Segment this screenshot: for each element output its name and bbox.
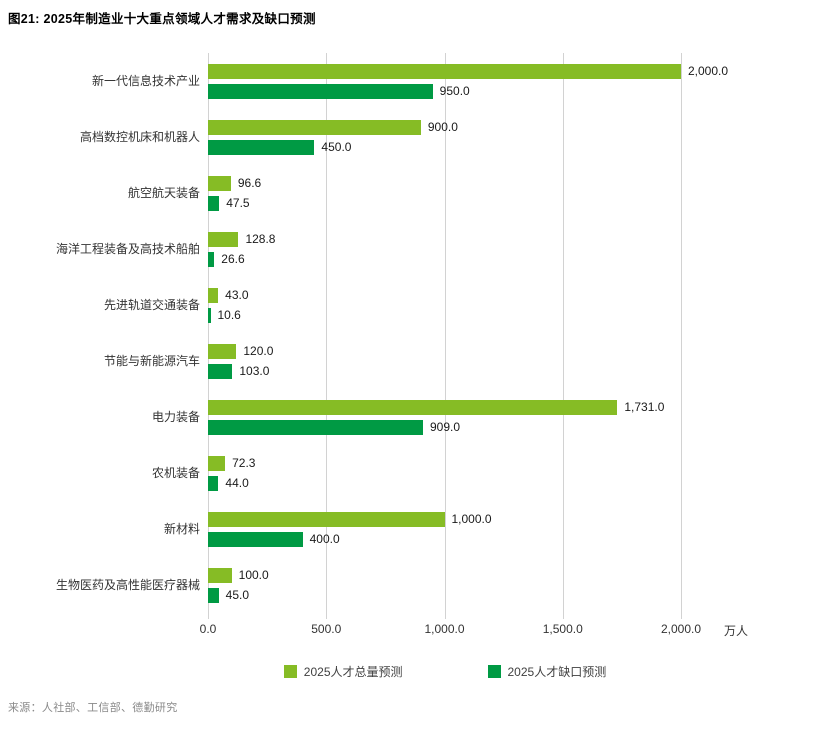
legend-label: 2025人才缺口预测	[507, 665, 607, 679]
bar-group: 高档数控机床和机器人 900.0 450.0	[0, 109, 826, 165]
bar-chart: 新一代信息技术产业 2,000.0 950.0 高档数控机床和机器人 900.0 450.…	[0, 53, 826, 638]
bar-rows: 新一代信息技术产业 2,000.0 950.0 高档数控机床和机器人 900.0 450.…	[0, 53, 826, 613]
x-tick-label: 1,000.0	[424, 622, 465, 636]
value-label: 2,000.0	[688, 64, 729, 78]
x-tick-label: 2,000.0	[660, 622, 702, 636]
bar-group: 航空航天装备 96.6 47.5	[0, 165, 826, 221]
bar-pair: 72.3 44.0	[208, 445, 826, 501]
value-label: 100.0	[238, 568, 269, 582]
category-label: 新一代信息技术产业	[91, 73, 200, 88]
legend-item-total: 2025人才总量预测	[283, 663, 403, 680]
value-label: 47.5	[226, 196, 250, 210]
value-label: 120.0	[243, 344, 274, 358]
plot-area: 新一代信息技术产业 2,000.0 950.0 高档数控机床和机器人 900.0 450.…	[0, 53, 826, 619]
bar-group: 农机装备 72.3 44.0	[0, 445, 826, 501]
bar-pair: 128.8 26.6	[208, 221, 826, 277]
total-bar	[208, 176, 231, 191]
value-label: 103.0	[239, 364, 270, 378]
value-label: 1,731.0	[624, 400, 665, 414]
x-axis: 万人 0.0 500.0 1,000.0 1,500.0 2,000.0	[200, 613, 826, 638]
value-label: 45.0	[225, 588, 249, 602]
chart-title: 图21: 2025年制造业十大重点领域人才需求及缺口预测	[8, 12, 316, 26]
bar-pair: 43.0 10.6	[208, 277, 826, 333]
bar-group: 先进轨道交通装备 43.0 10.6	[0, 277, 826, 333]
legend-swatch-icon	[487, 665, 501, 678]
gap-bar	[208, 420, 423, 435]
bar-group: 海洋工程装备及高技术船舶 128.8 26.6	[0, 221, 826, 277]
bar-pair: 96.6 47.5	[208, 165, 826, 221]
total-bar	[208, 344, 237, 359]
total-bar	[208, 64, 681, 79]
category-label: 节能与新能源汽车	[103, 353, 200, 368]
bar-pair: 2,000.0 950.0	[208, 53, 826, 109]
value-label: 26.6	[221, 252, 245, 266]
value-label: 96.6	[237, 176, 262, 190]
bar-pair: 1,731.0 909.0	[208, 389, 826, 445]
x-axis-unit-label: 万人	[724, 624, 749, 638]
total-bar	[208, 568, 232, 583]
category-label: 航空航天装备	[127, 185, 200, 200]
category-label: 新材料	[163, 521, 200, 536]
chart-legend: 2025人才总量预测 2025人才缺口预测	[208, 663, 682, 680]
bar-pair: 900.0 450.0	[208, 109, 826, 165]
value-label: 900.0	[427, 120, 458, 134]
category-label: 海洋工程装备及高技术船舶	[55, 241, 200, 256]
bar-group: 电力装备 1,731.0 909.0	[0, 389, 826, 445]
bar-pair: 120.0 103.0	[208, 333, 826, 389]
total-bar	[208, 400, 618, 415]
x-tick-label: 0.0	[199, 622, 217, 636]
total-bar	[208, 288, 219, 303]
bar-pair: 1,000.0 400.0	[208, 501, 826, 557]
gap-bar	[208, 476, 219, 491]
gap-bar	[208, 364, 233, 379]
gap-bar	[208, 252, 215, 267]
bar-group: 节能与新能源汽车 120.0 103.0	[0, 333, 826, 389]
value-label: 1,000.0	[451, 512, 492, 526]
value-label: 400.0	[309, 532, 340, 546]
bar-group: 生物医药及高性能医疗器械 100.0 45.0	[0, 557, 826, 613]
value-label: 44.0	[225, 476, 249, 490]
value-label: 909.0	[429, 420, 460, 434]
category-label: 先进轨道交通装备	[103, 297, 200, 312]
value-label: 128.8	[245, 232, 276, 246]
gap-bar	[208, 308, 211, 323]
bar-group: 新一代信息技术产业 2,000.0 950.0	[0, 53, 826, 109]
value-label: 950.0	[439, 84, 470, 98]
value-label: 72.3	[232, 456, 256, 470]
gap-bar	[208, 140, 315, 155]
bar-group: 新材料 1,000.0 400.0	[0, 501, 826, 557]
legend-swatch-icon	[283, 665, 297, 678]
gap-bar	[208, 196, 220, 211]
legend-label: 2025人才总量预测	[303, 665, 403, 679]
value-label: 43.0	[225, 288, 249, 302]
total-bar	[208, 120, 421, 135]
category-label: 农机装备	[151, 465, 200, 480]
gap-bar	[208, 84, 433, 99]
x-tick-label: 500.0	[311, 622, 342, 636]
value-label: 450.0	[321, 140, 352, 154]
source-note: 来源：人社部、工信部、德勤研究	[8, 702, 178, 714]
category-label: 生物医药及高性能医疗器械	[55, 577, 200, 592]
total-bar	[208, 232, 239, 247]
value-label: 10.6	[217, 308, 241, 322]
total-bar	[208, 456, 226, 471]
x-tick-label: 1,500.0	[542, 622, 583, 636]
gap-bar	[208, 532, 303, 547]
category-label: 电力装备	[151, 409, 200, 424]
gap-bar	[208, 588, 219, 603]
category-label: 高档数控机床和机器人	[79, 129, 200, 144]
legend-item-gap: 2025人才缺口预测	[487, 663, 607, 680]
bar-pair: 100.0 45.0	[208, 557, 826, 613]
total-bar	[208, 512, 445, 527]
